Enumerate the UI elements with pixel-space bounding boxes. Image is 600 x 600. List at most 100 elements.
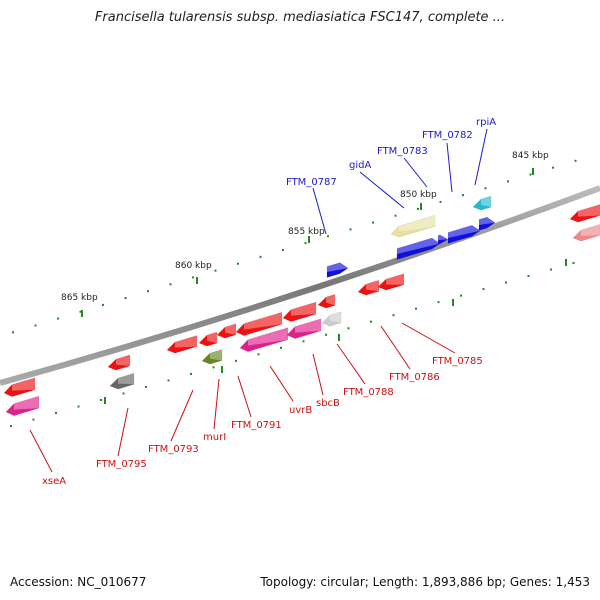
inner-scale-dot bbox=[303, 340, 305, 342]
gene-rpia bbox=[473, 196, 491, 210]
scale-dot bbox=[12, 331, 14, 333]
scale-dot bbox=[530, 174, 532, 176]
leader-xsea bbox=[30, 430, 52, 472]
gene-ftm0793-highlight bbox=[175, 336, 197, 348]
major-tick bbox=[196, 277, 198, 284]
leader-sbcb bbox=[313, 354, 323, 395]
leader-gida bbox=[360, 172, 404, 208]
inner-major-tick bbox=[221, 366, 223, 373]
gene-label-xsea[interactable]: xseA bbox=[42, 476, 66, 487]
inner-scale-ring bbox=[10, 259, 575, 427]
scale-dot bbox=[440, 201, 442, 203]
inner-scale-dot bbox=[370, 321, 372, 323]
inner-major-tick bbox=[565, 259, 567, 266]
scale-dot bbox=[485, 187, 487, 189]
inner-scale-dot bbox=[258, 353, 260, 355]
genome-backbone bbox=[0, 188, 600, 383]
scale-dot bbox=[147, 290, 149, 292]
tick-label-845: 845 kbp bbox=[512, 151, 549, 161]
gene-ftm0795-highlight bbox=[116, 355, 130, 366]
inner-scale-dot bbox=[213, 366, 215, 368]
inner-scale-dot bbox=[438, 301, 440, 303]
gene-label-gida[interactable]: gidA bbox=[349, 160, 371, 171]
tick-labels: 845 kbp 850 kbp 855 kbp 860 kbp 865 kbp bbox=[61, 151, 549, 303]
gene-ftm0782 bbox=[448, 225, 480, 243]
gene-label-ftm0782[interactable]: FTM_0782 bbox=[422, 130, 473, 141]
leader-ftm0785 bbox=[402, 323, 455, 353]
inner-scale-dot bbox=[460, 295, 462, 297]
gene-label-ftm0788[interactable]: FTM_0788 bbox=[343, 387, 394, 398]
gene-ftm0793-2 bbox=[199, 332, 217, 346]
gene-right-pink bbox=[573, 224, 600, 241]
topology-summary: Topology: circular; Length: 1,893,886 bp… bbox=[260, 575, 590, 589]
gene-sbcb bbox=[287, 319, 321, 339]
gene-uvrb-b-highlight bbox=[291, 302, 316, 316]
major-tick bbox=[420, 203, 422, 210]
inner-scale-dot bbox=[235, 360, 237, 362]
inner-major-tick bbox=[452, 299, 454, 306]
inner-scale-dot bbox=[528, 275, 530, 277]
gene-label-ftm0787[interactable]: FTM_0787 bbox=[286, 177, 337, 188]
tick-label-865: 865 kbp bbox=[61, 293, 98, 303]
gene-label-sbcb[interactable]: sbcB bbox=[316, 398, 340, 409]
leader-muri bbox=[214, 379, 219, 429]
leader-uvrb bbox=[270, 366, 293, 401]
major-tick bbox=[532, 168, 534, 175]
scale-dot bbox=[350, 228, 352, 230]
gene-ftm0783-highlight bbox=[438, 235, 448, 240]
leader-ftm0793 bbox=[171, 390, 193, 441]
inner-scale-dot bbox=[55, 412, 57, 414]
inner-scale-dot bbox=[33, 419, 35, 421]
leader-ftm0795 bbox=[118, 408, 128, 456]
inner-scale-dot bbox=[78, 406, 80, 408]
inner-scale-dot bbox=[550, 269, 552, 271]
inner-major-tick bbox=[104, 397, 106, 404]
inner-scale-dot bbox=[483, 288, 485, 290]
inner-scale-dot bbox=[393, 314, 395, 316]
inner-scale-dot bbox=[123, 392, 125, 394]
gene-label-ftm0795[interactable]: FTM_0795 bbox=[96, 459, 147, 470]
gene-label-rpia[interactable]: rpiA bbox=[476, 117, 496, 128]
scale-dot bbox=[575, 160, 577, 162]
gene-label-ftm0793[interactable]: FTM_0793 bbox=[148, 444, 199, 455]
gene-ftm0785-highlight bbox=[386, 274, 404, 285]
gene-ftm0786-highlight bbox=[366, 280, 379, 291]
tick-label-855: 855 kbp bbox=[288, 227, 325, 237]
major-tick bbox=[308, 236, 310, 243]
scale-dot bbox=[552, 167, 554, 169]
gene-label-ftm0791[interactable]: FTM_0791 bbox=[231, 420, 282, 431]
scale-dot bbox=[260, 256, 262, 258]
accession-label: Accession: NC_010677 bbox=[10, 575, 146, 589]
scale-dot bbox=[125, 297, 127, 299]
scale-dot bbox=[102, 304, 104, 306]
leader-rpia bbox=[475, 129, 487, 185]
scale-dot bbox=[35, 324, 37, 326]
major-tick bbox=[81, 310, 83, 317]
leader-ftm0782 bbox=[447, 143, 452, 192]
inner-scale-dot bbox=[168, 379, 170, 381]
scale-dot bbox=[507, 180, 509, 182]
gene-label-ftm0783[interactable]: FTM_0783 bbox=[377, 146, 428, 157]
scale-dot bbox=[170, 283, 172, 285]
tick-label-860: 860 kbp bbox=[175, 261, 212, 271]
gene-label-muri[interactable]: murI bbox=[203, 432, 226, 443]
inner-scale-dot bbox=[10, 425, 12, 427]
gene-right-red bbox=[570, 205, 600, 223]
gene-ftm0795-2-highlight bbox=[118, 373, 134, 384]
inner-scale-dot bbox=[415, 308, 417, 310]
reverse-gene-labels: xseA FTM_0795 FTM_0793 murI FTM_0791 uvr… bbox=[42, 356, 483, 487]
gene-uvrb-b bbox=[283, 302, 316, 322]
inner-scale-dot bbox=[348, 327, 350, 329]
inner-scale-dot bbox=[573, 262, 575, 264]
scale-dot bbox=[305, 242, 307, 244]
gene-xsea-2 bbox=[6, 396, 39, 416]
scale-dot bbox=[395, 215, 397, 217]
gene-xsea-2-highlight bbox=[14, 396, 39, 410]
gene-label-ftm0786[interactable]: FTM_0786 bbox=[389, 372, 440, 383]
gene-label-ftm0785[interactable]: FTM_0785 bbox=[432, 356, 483, 367]
scale-dot bbox=[237, 263, 239, 265]
gene-muri bbox=[202, 350, 222, 365]
gene-ftm0795-2 bbox=[110, 373, 134, 389]
gene-label-uvrb[interactable]: uvrB bbox=[289, 405, 312, 416]
inner-scale-dot bbox=[100, 399, 102, 401]
